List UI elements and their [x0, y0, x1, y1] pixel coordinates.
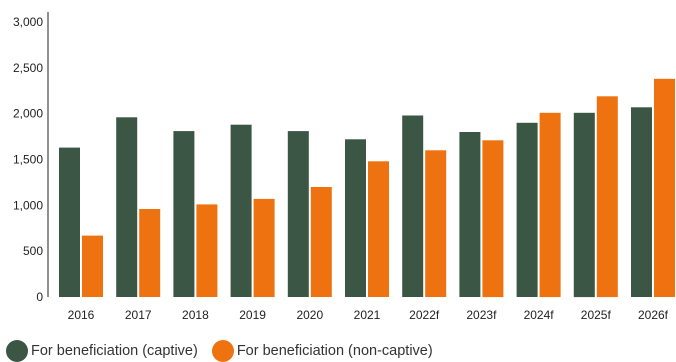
bar-non-captive — [139, 209, 161, 297]
bar-non-captive — [654, 78, 675, 297]
x-tick-label: 2026f — [638, 308, 669, 322]
y-tick-label: 1,000 — [13, 198, 43, 212]
bar-captive — [516, 122, 538, 297]
bar-non-captive — [596, 96, 618, 298]
x-tick-label: 2018 — [182, 308, 209, 322]
bar-captive — [173, 131, 195, 297]
x-tick-label: 2023f — [466, 308, 497, 322]
y-tick-label: 1,500 — [13, 153, 43, 167]
bars — [59, 78, 675, 298]
bar-non-captive — [196, 204, 218, 297]
x-tick-label: 2025f — [581, 308, 612, 322]
y-axis: 0 500 1,000 1,500 2,000 2,500 3,000 — [13, 12, 49, 304]
bar-non-captive — [425, 150, 447, 297]
legend-label-captive: For beneficiation (captive) — [31, 343, 198, 359]
legend-swatch-non-captive — [211, 340, 234, 362]
bar-captive — [116, 117, 138, 297]
bar-captive — [59, 147, 80, 297]
x-tick-label: 2021 — [354, 308, 381, 322]
legend-swatch-captive — [6, 340, 28, 362]
legend-item-captive: For beneficiation (captive) — [6, 340, 198, 362]
bar-non-captive — [82, 235, 103, 297]
y-tick-label: 500 — [23, 244, 43, 258]
bar-non-captive — [539, 112, 561, 298]
bar-captive — [345, 139, 366, 297]
bar-captive — [287, 131, 309, 297]
x-tick-label: 2017 — [125, 308, 152, 322]
bar-captive — [459, 132, 481, 297]
x-tick-label: 2019 — [239, 308, 266, 322]
bar-non-captive — [253, 198, 275, 297]
x-tick-label: 2016 — [68, 308, 95, 322]
bar-captive — [573, 112, 595, 298]
bar-non-captive — [310, 187, 332, 297]
bar-non-captive — [482, 140, 504, 298]
legend: For beneficiation (captive) For benefici… — [6, 340, 433, 362]
x-tick-label: 2020 — [296, 308, 323, 322]
legend-label-non-captive: For beneficiation (non-captive) — [236, 343, 433, 359]
x-tick-label: 2024f — [524, 308, 555, 322]
x-tick-label: 2022f — [409, 308, 440, 322]
legend-item-non-captive: For beneficiation (non-captive) — [211, 340, 433, 362]
bar-non-captive — [368, 161, 389, 297]
bar-captive — [230, 124, 252, 297]
y-tick-label: 2,000 — [13, 107, 43, 121]
y-tick-label: 0 — [36, 290, 43, 304]
y-tick-label: 3,000 — [13, 15, 43, 29]
bar-captive — [402, 115, 424, 297]
bar-captive — [631, 107, 652, 297]
y-tick-label: 2,500 — [13, 61, 43, 75]
x-axis: 2016 2017 2018 2019 2020 2021 2022f 2023f 2024f 2… — [68, 308, 669, 322]
